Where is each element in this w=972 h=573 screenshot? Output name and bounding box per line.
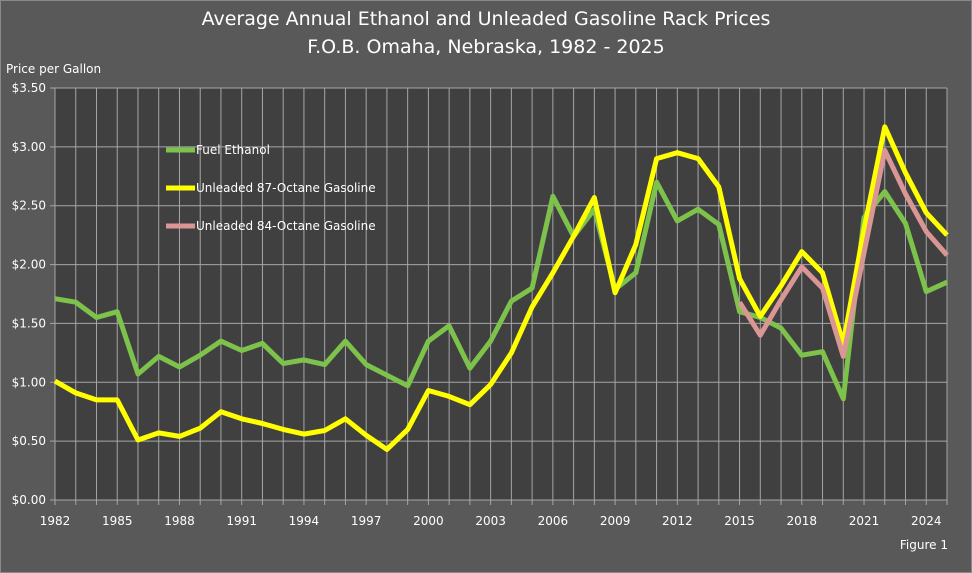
y-axis-label: Price per Gallon	[6, 62, 102, 76]
legend-label: Unleaded 84-Octane Gasoline	[196, 219, 376, 233]
x-tick-label: 2003	[475, 514, 506, 528]
series-line-unleaded-87-octane-gasoline	[53, 124, 949, 452]
x-tick-label: 1991	[226, 514, 257, 528]
x-tick-label: 2009	[600, 514, 631, 528]
x-tick-label: 1985	[102, 514, 133, 528]
x-tick-label: 1994	[289, 514, 320, 528]
legend-label: Fuel Ethanol	[196, 143, 270, 157]
y-tick-label: $1.50	[12, 316, 46, 330]
y-tick-label: $0.00	[12, 493, 46, 507]
y-tick-label: $1.00	[12, 375, 46, 389]
x-tick-label: 2021	[849, 514, 880, 528]
x-tick-label: 2018	[787, 514, 818, 528]
chart-title: Average Annual Ethanol and Unleaded Gaso…	[201, 8, 771, 30]
x-tick-label: 2006	[538, 514, 569, 528]
x-tick-label: 1988	[164, 514, 195, 528]
series-line-fuel-ethanol	[54, 179, 949, 402]
y-tick-label: $3.50	[12, 81, 46, 95]
figure-label: Figure 1	[899, 538, 948, 552]
x-tick-label: 2015	[724, 514, 755, 528]
x-tick-label: 2000	[413, 514, 444, 528]
legend-label: Unleaded 87-Octane Gasoline	[196, 181, 376, 195]
y-tick-label: $2.00	[12, 258, 46, 272]
x-tick-label: 2012	[662, 514, 693, 528]
y-tick-label: $3.00	[12, 140, 46, 154]
y-tick-label: $2.50	[12, 199, 46, 213]
plot-area	[55, 88, 947, 500]
y-tick-label: $0.50	[12, 434, 46, 448]
x-tick-label: 1997	[351, 514, 382, 528]
x-tick-label: 2024	[911, 514, 942, 528]
series-line-unleaded-84-octane-gasoline	[737, 147, 949, 359]
x-tick-label: 1982	[40, 514, 71, 528]
chart-subtitle: F.O.B. Omaha, Nebraska, 1982 - 2025	[307, 36, 665, 58]
